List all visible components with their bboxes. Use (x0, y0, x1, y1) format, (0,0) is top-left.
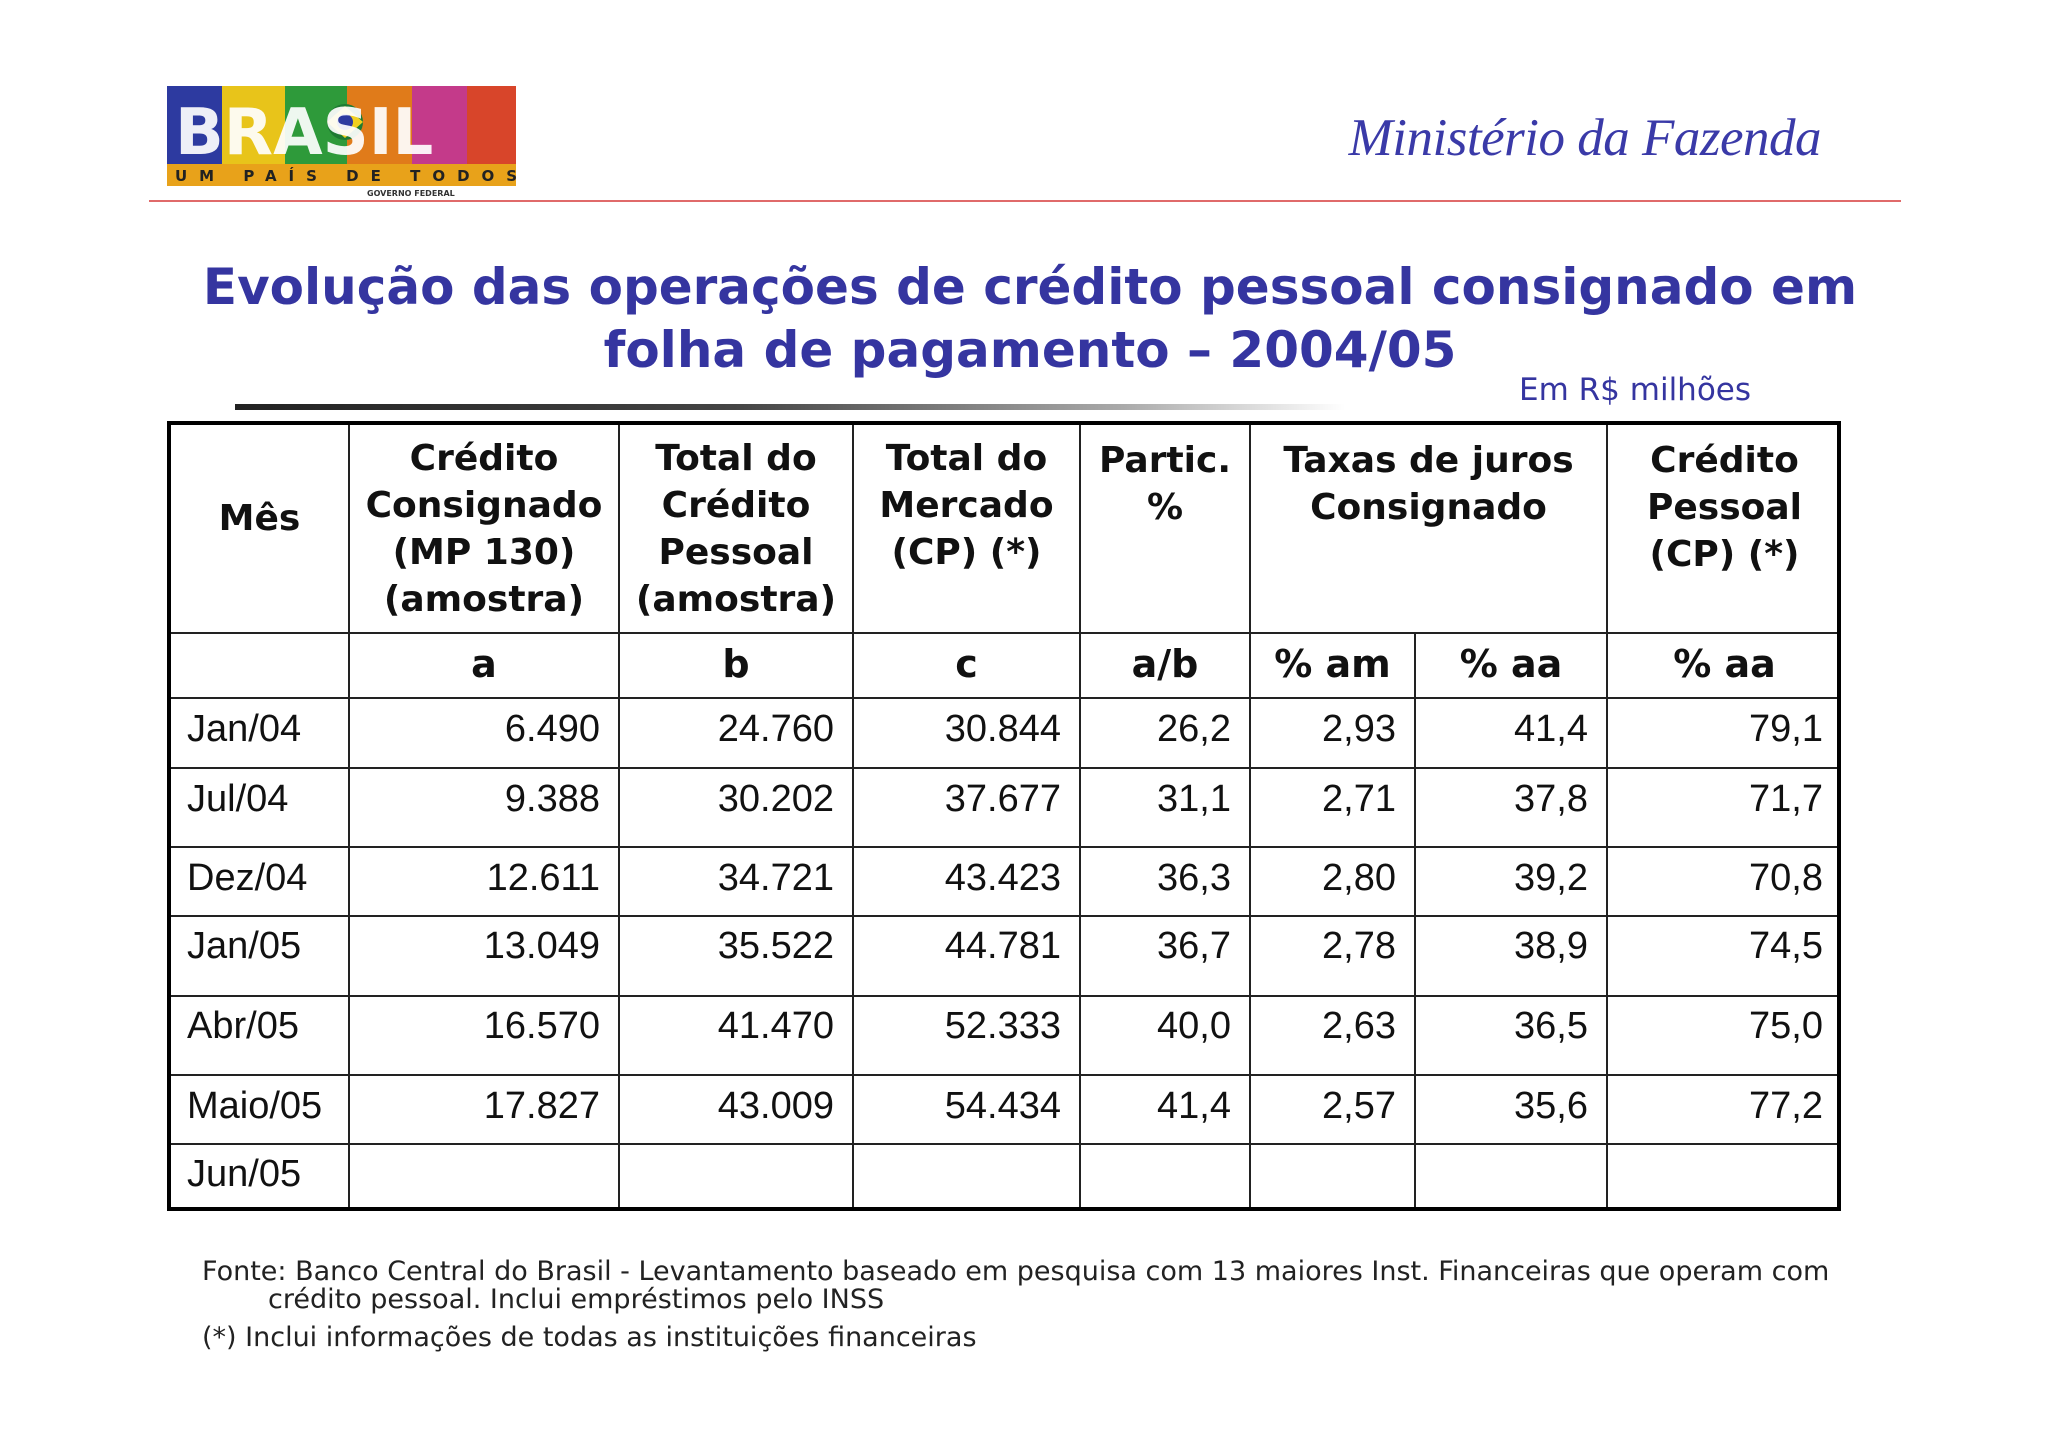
unit-label: Em R$ milhões (1519, 372, 1752, 408)
col-divider (1249, 425, 1251, 1207)
subheader-cp-aa: % aa (1673, 642, 1776, 686)
row-divider (171, 632, 1837, 634)
title-line-2: folha de pagamento – 2004/05 (603, 321, 1457, 379)
header-total-mercado: Total do Mercado (CP) (*) (879, 438, 1054, 573)
subheader-c: c (955, 642, 978, 686)
col-divider (1606, 425, 1608, 1207)
source-note-continued: crédito pessoal. Inclui empréstimos pelo… (268, 1284, 885, 1315)
brasil-logo: BRASIL UM PAÍS DE TODOS GOVERNO FEDERAL (167, 86, 517, 198)
title-line-1: Evolução das operações de crédito pessoa… (202, 258, 1858, 316)
source-note: Fonte: Banco Central do Brasil - Levanta… (202, 1256, 1830, 1287)
header-divider (149, 200, 1901, 202)
col-divider (1079, 425, 1081, 1207)
header-partic: Partic. % (1098, 440, 1232, 528)
row-divider (171, 767, 1837, 769)
ministry-name: Ministério da Fazenda (1348, 109, 1822, 167)
header-credito-pessoal: Crédito Pessoal (CP) (*) (1646, 440, 1803, 575)
subheader-ab: a/b (1131, 642, 1199, 686)
row-divider (171, 1143, 1837, 1145)
row-divider (171, 846, 1837, 848)
logo-text: BRASIL (175, 96, 433, 170)
subheader-a: a (471, 642, 497, 686)
row-divider (171, 995, 1837, 997)
subheader-aa: % aa (1459, 642, 1563, 686)
title-underline (235, 404, 1345, 410)
header-mes: Mês (218, 498, 301, 539)
header-credito-consignado: Crédito Consignado (MP 130) (amostra) (365, 438, 603, 620)
subheader-b: b (722, 642, 750, 686)
subheader-am: % am (1274, 642, 1391, 686)
logo-subtagline: GOVERNO FEDERAL (367, 189, 455, 198)
page-title: Evolução das operações de crédito pessoa… (180, 256, 1880, 382)
header-taxas-juros: Taxas de juros Consignado (1283, 440, 1574, 528)
asterisk-note: (*) Inclui informações de todas as insti… (202, 1322, 977, 1353)
credit-table: Mês Crédito Consignado (MP 130) (amostra… (167, 421, 1841, 1211)
logo-tagline: UM PAÍS DE TODOS (175, 166, 516, 185)
col-divider (1414, 633, 1416, 1207)
col-divider (852, 425, 854, 1207)
col-divider (348, 425, 350, 1207)
row-divider (171, 915, 1837, 917)
header-total-credito-pessoal: Total do Crédito Pessoal (amostra) (635, 438, 837, 620)
row-divider (171, 1074, 1837, 1076)
row-divider (171, 697, 1837, 699)
col-divider (618, 425, 620, 1207)
